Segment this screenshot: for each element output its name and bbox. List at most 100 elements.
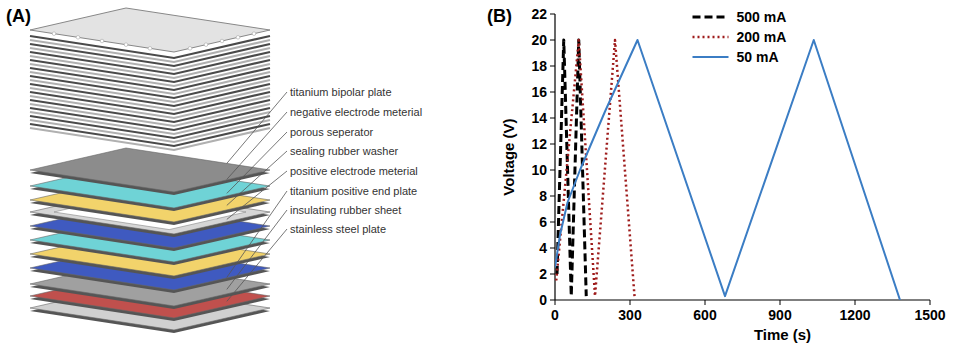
line-chart: 0246810121416182022030060090012001500Tim… (500, 6, 946, 343)
leader-line (227, 132, 287, 193)
y-tick-label: 18 (531, 58, 547, 74)
y-tick (550, 274, 555, 275)
leader-line (227, 229, 287, 301)
y-tick (550, 144, 555, 145)
bolt-hole (76, 36, 80, 40)
series-line (555, 40, 900, 300)
stack-plate (30, 80, 270, 102)
stack-plate (30, 48, 270, 70)
series-line (556, 40, 634, 296)
y-tick (550, 66, 555, 67)
stack-plate (30, 68, 270, 90)
figure: (A) (B) titanium bipolar plate negative ele… (0, 0, 962, 352)
stack-plate (30, 56, 270, 78)
stack-plate (30, 112, 270, 134)
x-tick (930, 300, 931, 305)
y-tick-label: 22 (531, 6, 547, 22)
component-label: insulating rubber sheet (290, 204, 401, 216)
legend: 500 mA 200 mA 50 mA (693, 9, 787, 65)
y-axis-title: Voltage (V) (500, 118, 517, 195)
top-plate (30, 8, 270, 52)
legend-swatch (693, 16, 729, 19)
stack-plate (30, 60, 270, 82)
bolt-hole (124, 43, 128, 47)
component-label: porous seperator (290, 126, 373, 138)
x-tick-label: 900 (768, 307, 792, 323)
bolt-hole (100, 39, 104, 43)
x-tick-label: 0 (551, 307, 559, 323)
legend-label: 50 mA (737, 49, 779, 65)
panel-label: (A) (6, 6, 31, 26)
background (0, 0, 962, 352)
y-tick-label: 0 (539, 292, 547, 308)
y-tick (550, 92, 555, 93)
x-tick (780, 300, 781, 305)
y-tick (550, 14, 555, 15)
bolt-hole (204, 43, 208, 47)
y-axis (554, 14, 555, 300)
stack-plate (30, 64, 270, 86)
stack-plate (30, 88, 270, 110)
series-lines (555, 40, 900, 300)
stack-plate (30, 96, 270, 118)
bolt-hole (220, 39, 224, 43)
y-tick (550, 118, 555, 119)
component-label: stainless steel plate (290, 223, 386, 235)
bolt-hole (252, 32, 256, 36)
x-tick (630, 300, 631, 305)
stack-plate (30, 76, 270, 98)
bolt-hole (148, 47, 152, 51)
y-tick-label: 16 (531, 84, 547, 100)
y-tick (550, 40, 555, 41)
component-label: sealing rubber washer (290, 145, 399, 157)
leader-line (227, 171, 287, 219)
legend-label: 500 mA (737, 9, 787, 25)
stack-plate (30, 72, 270, 94)
legend-label: 200 mA (737, 29, 787, 45)
component-label: titanium bipolar plate (290, 86, 392, 98)
stack-plate (30, 104, 270, 126)
stack-plate (30, 124, 270, 146)
stack-plate (30, 120, 270, 142)
y-tick-label: 14 (531, 110, 547, 126)
y-tick (550, 196, 555, 197)
stack-plate (30, 44, 270, 66)
x-tick-label: 1500 (914, 307, 945, 323)
leader-line (227, 191, 287, 277)
stack-plate (30, 52, 270, 74)
y-tick (550, 300, 555, 301)
y-tick (550, 170, 555, 171)
y-tick-label: 4 (539, 240, 547, 256)
bolt-hole (188, 47, 192, 51)
x-tick (705, 300, 706, 305)
bolt-hole (236, 36, 240, 40)
leader-line (227, 92, 287, 163)
x-tick (855, 300, 856, 305)
stack-plate (30, 108, 270, 130)
y-tick-label: 6 (539, 214, 547, 230)
y-tick (550, 222, 555, 223)
x-axis (555, 299, 930, 300)
legend-swatch (693, 36, 729, 39)
stack-diagram: titanium bipolar plate negative electrode… (30, 8, 422, 333)
stack-plate (30, 100, 270, 122)
x-axis-title: Time (s) (754, 326, 811, 343)
x-tick-label: 600 (693, 307, 717, 323)
component-label: titanium positive end plate (290, 185, 417, 197)
y-tick-label: 10 (531, 162, 547, 178)
stack-plate (30, 84, 270, 106)
bolt-hole (52, 32, 56, 36)
leader-line (227, 112, 287, 179)
panel-label: (B) (487, 6, 512, 26)
stack-plate (30, 116, 270, 138)
legend-swatch (693, 56, 729, 58)
y-tick-label: 8 (539, 188, 547, 204)
stack-plate (30, 128, 270, 150)
y-tick-label: 20 (531, 32, 547, 48)
component-label: positive electrode meterial (290, 165, 418, 177)
x-tick (555, 300, 556, 305)
y-tick-label: 2 (539, 266, 547, 282)
x-tick-label: 300 (618, 307, 642, 323)
component-label: negative electrode meterial (290, 106, 422, 118)
y-tick-label: 12 (531, 136, 547, 152)
